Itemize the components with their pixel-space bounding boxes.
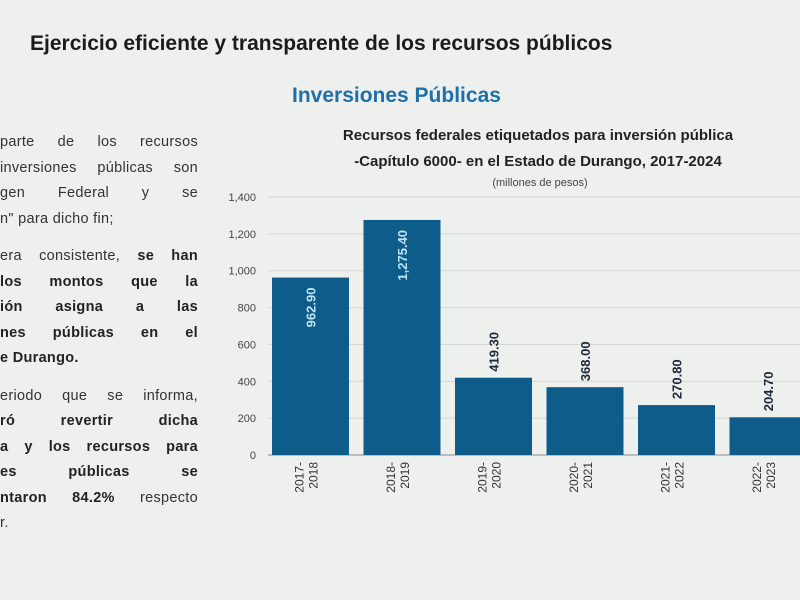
body-text-line: a y los recursos para — [0, 435, 198, 461]
body-text-line: parte de los recursos — [0, 130, 198, 156]
body-text-fragment: es públicas se — [0, 464, 198, 480]
body-text-line: nes públicas en el — [0, 321, 198, 347]
category-label: 2019 — [398, 462, 412, 489]
body-text-fragment: respecto — [114, 489, 198, 506]
y-tick-label: 0 — [250, 450, 256, 462]
y-tick-label: 400 — [238, 376, 256, 388]
data-label: 419.30 — [487, 332, 502, 372]
slide-title: Ejercicio eficiente y transparente de lo… — [30, 32, 613, 55]
body-text-line: n" para dicho fin; — [0, 207, 198, 233]
body-text-fragment: n" para dicho fin; — [0, 210, 114, 227]
body-text-fragment: ró revertir dicha — [0, 413, 198, 429]
body-text-fragment: parte de los recursos — [0, 134, 198, 150]
data-label: 204.70 — [761, 372, 776, 412]
y-tick-label: 1,200 — [228, 229, 256, 241]
body-text-line: inversiones públicas son — [0, 156, 198, 182]
y-tick-label: 200 — [238, 413, 256, 425]
body-text-fragment: e Durango. — [0, 350, 79, 366]
body-text-fragment: eriodo que se informa, — [0, 387, 198, 404]
chart-title-line1: Recursos federales etiquetados para inve… — [342, 127, 734, 144]
chart-title: Recursos federales etiquetados para inve… — [298, 123, 778, 175]
data-label: 368.00 — [578, 341, 593, 381]
body-text-line: eriodo que se informa, — [0, 384, 198, 410]
body-text-fragment: inversiones públicas son — [0, 159, 198, 176]
category-label: 2018 — [307, 462, 321, 489]
y-tick-label: 800 — [238, 303, 256, 315]
body-text-fragment: r. — [0, 515, 9, 531]
y-tick-label: 1,400 — [228, 192, 256, 204]
body-text-fragment: nes públicas en el — [0, 324, 198, 341]
body-text-fragment: ión asigna a las — [0, 299, 198, 315]
section-title: Inversiones Públicas — [292, 84, 501, 107]
body-text-line: gen Federal y se — [0, 181, 198, 207]
body-text-fragment: a y los recursos para — [0, 438, 198, 455]
bar — [546, 387, 624, 455]
y-tick-label: 600 — [238, 339, 256, 351]
body-paragraph: parte de los recursos inversiones pública… — [0, 130, 198, 232]
data-label: 962.90 — [304, 288, 319, 328]
body-paragraph: era consistente, se han los montos que la… — [0, 244, 198, 372]
category-label: 2020 — [490, 462, 504, 489]
body-text-line: ró revertir dicha — [0, 409, 198, 435]
chart-units-label: (millones de pesos) — [492, 177, 588, 189]
bar — [272, 277, 349, 455]
category-label: 2020- — [567, 462, 581, 493]
bar — [363, 219, 441, 455]
body-text-fragment: era consistente, — [0, 248, 138, 264]
category-label: 2019- — [476, 462, 490, 493]
body-text-line: ión asigna a las — [0, 295, 198, 321]
body-text-line: e Durango. — [0, 346, 198, 372]
body-text-line: los montos que la — [0, 270, 198, 296]
category-label: 2018- — [384, 462, 398, 493]
data-label: 270.80 — [670, 359, 685, 399]
body-text-fragment: los montos que la — [0, 273, 198, 290]
category-label: 2022- — [750, 462, 764, 493]
category-label: 2022 — [673, 462, 687, 489]
body-text-fragment: 84.2% — [72, 489, 115, 506]
body-text-line: r. — [0, 511, 198, 537]
category-label: 2021 — [581, 462, 595, 489]
body-text-fragment: se han — [137, 248, 198, 264]
bar — [638, 405, 715, 455]
body-text-line: es públicas se — [0, 460, 198, 486]
data-label: 1,275.40 — [395, 230, 410, 281]
bar — [455, 377, 532, 455]
body-text: parte de los recursos inversiones pública… — [0, 130, 198, 549]
body-text-line: era consistente, se han — [0, 244, 198, 270]
category-label: 2017- — [293, 462, 307, 493]
body-paragraph: eriodo que se informa, ró revertir dicha a… — [0, 384, 198, 537]
body-text-fragment: gen Federal y se — [0, 185, 198, 201]
category-label: 2021- — [659, 462, 673, 493]
body-text-fragment: ntaron — [0, 489, 73, 506]
category-label: 2023 — [764, 462, 778, 489]
chart-subtitle: -Capítulo 6000- en el Estado de Durango,… — [354, 153, 722, 170]
bar — [729, 417, 800, 455]
y-tick-label: 1,000 — [228, 266, 256, 278]
body-text-line: ntaron 84.2% respecto — [0, 486, 198, 512]
